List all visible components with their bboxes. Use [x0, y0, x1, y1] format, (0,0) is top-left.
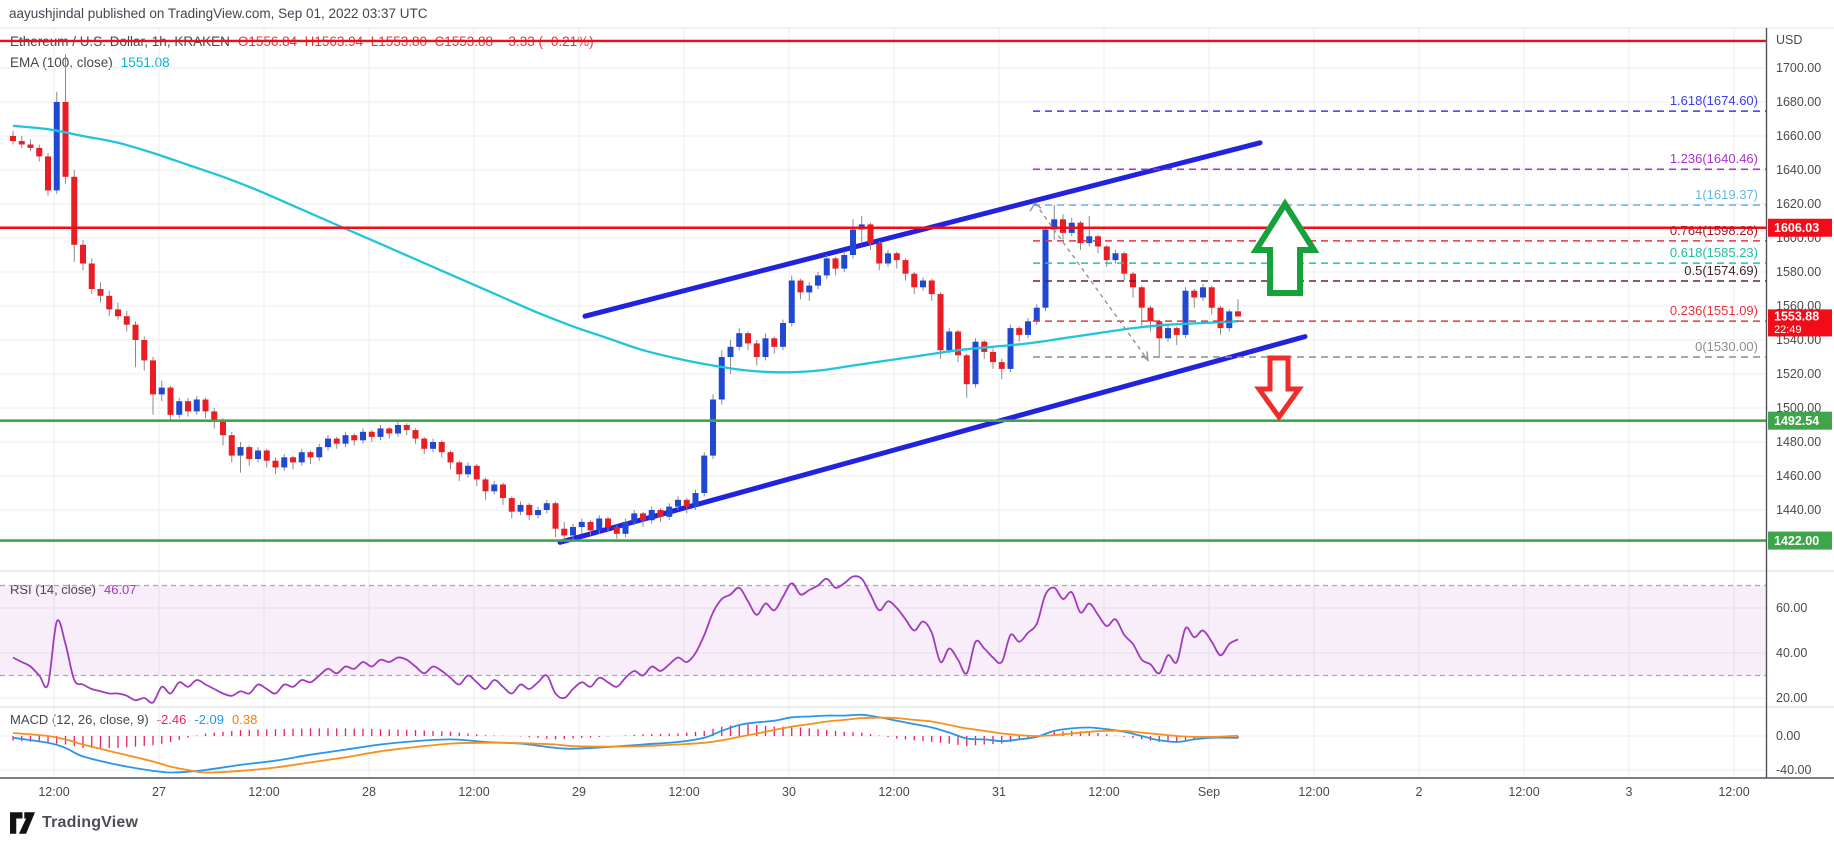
fib-label: 1(1619.37) — [1695, 187, 1758, 202]
fib-label: 1.618(1674.60) — [1670, 93, 1758, 108]
channel-upper-line — [582, 140, 1263, 319]
svg-text:-40.00: -40.00 — [1776, 763, 1811, 777]
price-axis[interactable]: USD 1700.00 1680.00 1660.00 1640.00 1620.00 16… — [0, 28, 1834, 779]
macd-line — [12, 713, 1239, 774]
pane-frame — [0, 27, 1834, 708]
support-1422-line-badge: 1422.00 — [1768, 531, 1832, 550]
trend-channel — [557, 140, 1308, 545]
svg-text:1553.88: 1553.88 — [1774, 309, 1819, 323]
svg-text:1620.00: 1620.00 — [1776, 197, 1821, 211]
svg-text:Sep: Sep — [1198, 785, 1220, 799]
svg-text:3: 3 — [1626, 785, 1633, 799]
svg-text:1580.00: 1580.00 — [1776, 265, 1821, 279]
fib-label: 0.236(1551.09) — [1670, 303, 1758, 318]
resistance-1606-line-badge: 1606.03 — [1768, 218, 1832, 237]
svg-text:60.00: 60.00 — [1776, 601, 1807, 615]
time-axis[interactable]: 12:00 27 12:00 28 12:00 29 12:00 30 12:00 31 12:00… — [38, 785, 1749, 799]
svg-text:12:00: 12:00 — [1088, 785, 1119, 799]
svg-text:28: 28 — [362, 785, 376, 799]
svg-text:1480.00: 1480.00 — [1776, 435, 1821, 449]
svg-text:1492.54: 1492.54 — [1774, 414, 1819, 428]
macd-histogram-value: -2.46 — [156, 712, 187, 727]
fib-label: 0.618(1585.23) — [1670, 245, 1758, 260]
svg-text:27: 27 — [152, 785, 166, 799]
macd-lines — [12, 713, 1239, 774]
fib-label: 0.5(1574.69) — [1684, 263, 1758, 278]
macd-signal-value: 0.38 — [232, 712, 258, 727]
svg-text:12:00: 12:00 — [458, 785, 489, 799]
macd-line-value: -2.09 — [194, 712, 224, 727]
ema-value: 1551.08 — [120, 55, 170, 70]
macd-legend[interactable]: MACD (12, 26, close, 9) -2.46 -2.09 0.38 — [10, 712, 257, 727]
level-lines — [0, 39, 1767, 542]
rsi-band — [0, 584, 1767, 677]
tradingview-logo-text: TradingView — [42, 814, 139, 831]
svg-text:1660.00: 1660.00 — [1776, 129, 1821, 143]
down-arrow — [1254, 355, 1304, 422]
svg-text:1520.00: 1520.00 — [1776, 367, 1821, 381]
svg-text:1440.00: 1440.00 — [1776, 503, 1821, 517]
svg-text:1640.00: 1640.00 — [1776, 163, 1821, 177]
fib-label: 0(1530.00) — [1695, 339, 1758, 354]
svg-text:12:00: 12:00 — [248, 785, 279, 799]
svg-text:12:00: 12:00 — [668, 785, 699, 799]
svg-text:40.00: 40.00 — [1776, 646, 1807, 660]
svg-text:0.00: 0.00 — [1776, 729, 1800, 743]
svg-text:1680.00: 1680.00 — [1776, 95, 1821, 109]
ema-line — [12, 124, 1239, 374]
signal-line — [12, 716, 1239, 774]
rsi-line — [12, 575, 1239, 704]
fib-label: 0.764(1598.28) — [1670, 223, 1758, 238]
svg-text:1606.03: 1606.03 — [1774, 221, 1819, 235]
svg-text:1500.00: 1500.00 — [1776, 401, 1821, 415]
fib-levels-layer: 1.618(1674.60) 1.236(1640.46) 1(1619.37) 0.… — [1033, 93, 1767, 358]
svg-text:12:00: 12:00 — [1298, 785, 1329, 799]
svg-text:31: 31 — [992, 785, 1006, 799]
svg-text:29: 29 — [572, 785, 586, 799]
candles-layer — [10, 54, 1241, 541]
tradingview-logo[interactable]: TradingView — [10, 812, 138, 834]
grid-layer — [0, 28, 1767, 778]
svg-text:12:00: 12:00 — [878, 785, 909, 799]
svg-text:1422.00: 1422.00 — [1774, 534, 1819, 548]
svg-text:12:00: 12:00 — [1718, 785, 1749, 799]
macd-label-text: MACD (12, 26, close, 9) — [10, 712, 149, 727]
svg-text:USD: USD — [1776, 33, 1802, 47]
support-1492-line-badge: 1492.54 — [1768, 411, 1832, 430]
svg-text:22:49: 22:49 — [1774, 324, 1802, 336]
svg-text:12:00: 12:00 — [38, 785, 69, 799]
channel-lower-line — [557, 334, 1308, 545]
svg-text:20.00: 20.00 — [1776, 691, 1807, 705]
svg-text:1700.00: 1700.00 — [1776, 61, 1821, 75]
tradingview-logo-icon — [10, 812, 35, 834]
retracement-dashed-line — [1029, 202, 1149, 363]
svg-text:2: 2 — [1416, 785, 1423, 799]
up-arrow — [1250, 198, 1320, 296]
svg-text:30: 30 — [782, 785, 796, 799]
svg-text:1540.00: 1540.00 — [1776, 333, 1821, 347]
fib-label: 1.236(1640.46) — [1670, 151, 1758, 166]
published-header: aayushjindal published on TradingView.co… — [9, 6, 428, 21]
svg-text:1460.00: 1460.00 — [1776, 469, 1821, 483]
svg-text:12:00: 12:00 — [1508, 785, 1539, 799]
